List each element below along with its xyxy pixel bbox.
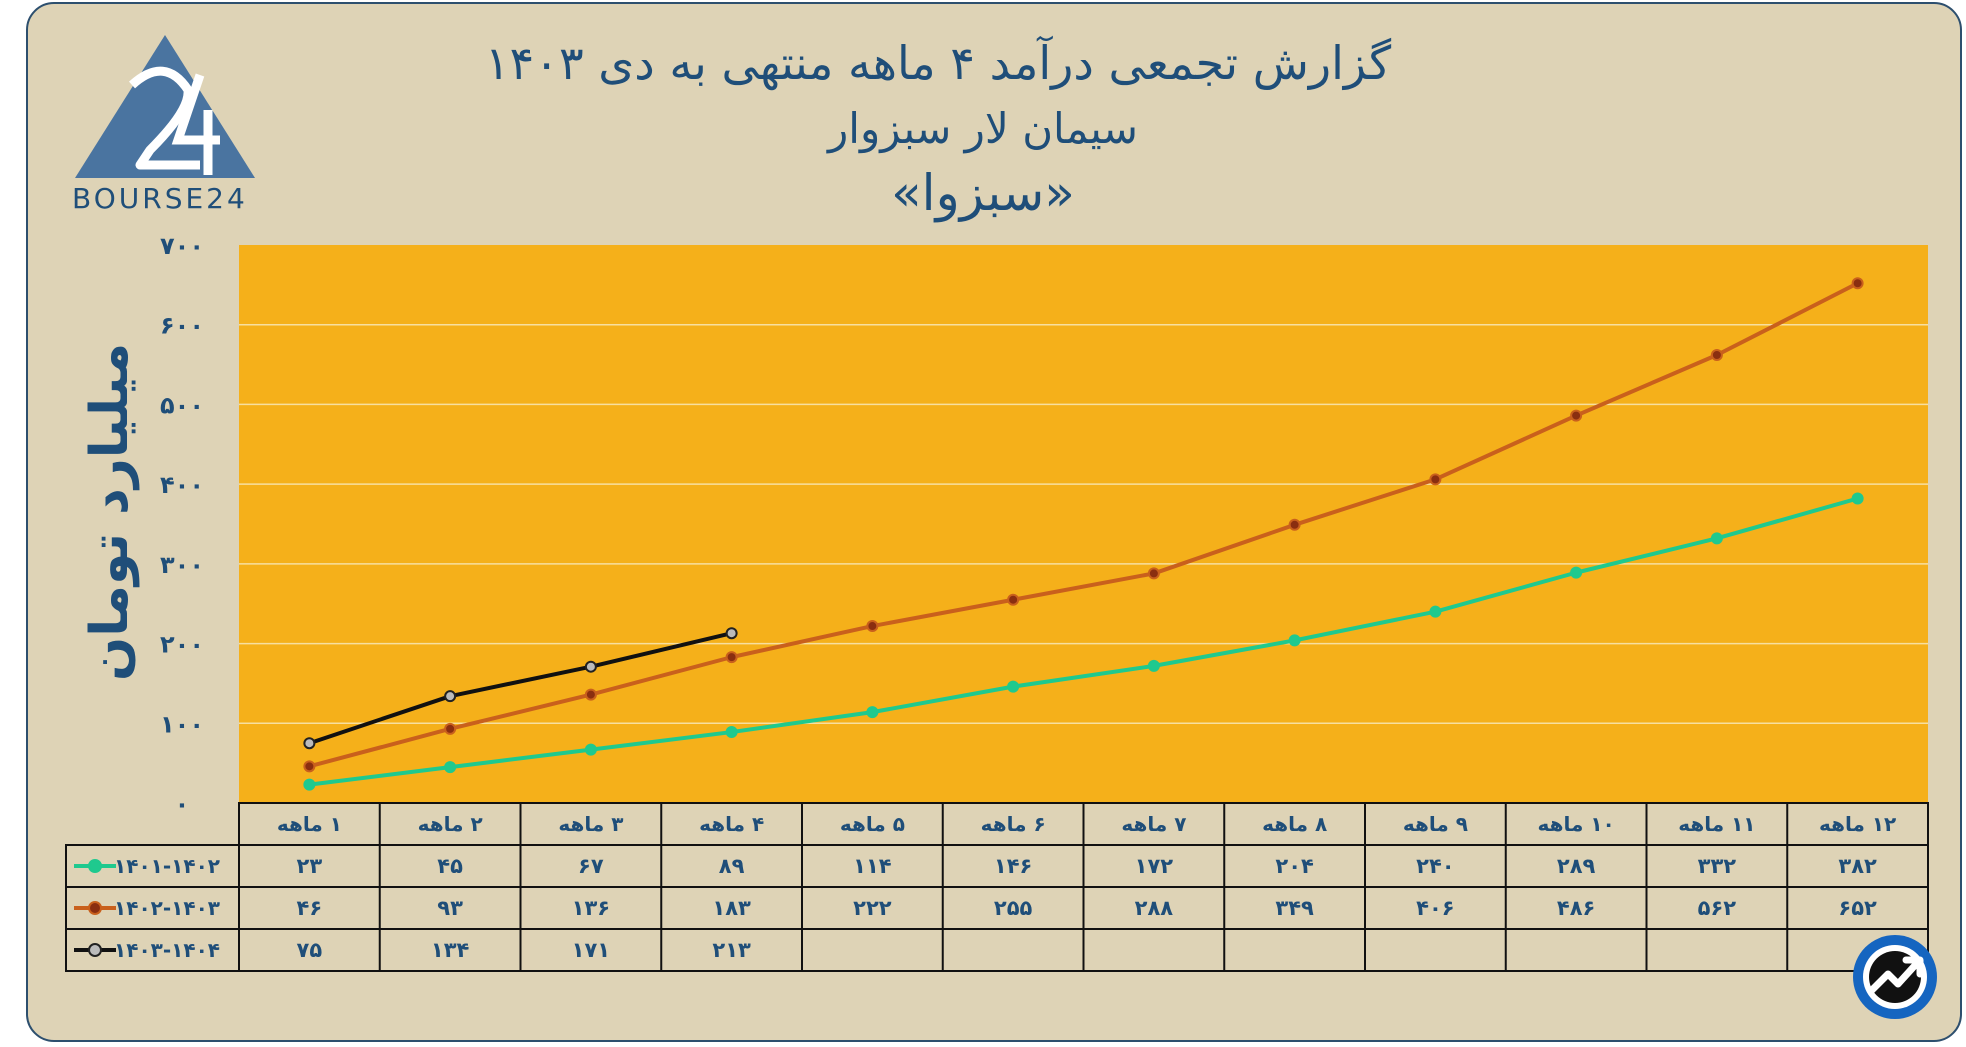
data-point — [1570, 566, 1583, 579]
table-body — [65, 844, 1929, 972]
data-point — [1007, 680, 1020, 693]
data-label: ۲۲۲ — [853, 896, 892, 920]
legend-marker — [88, 943, 102, 957]
data-label: ۲۳ — [297, 854, 323, 878]
data-label: ۱۷۱ — [572, 938, 610, 962]
y-tick-label: ۰ — [175, 790, 190, 818]
data-point — [1851, 492, 1864, 505]
data-label: ۸۹ — [719, 854, 745, 878]
legend-label: ۱۴۰۲-۱۴۰۳ — [114, 896, 220, 920]
x-tick-label: ۸ ماهه — [1262, 812, 1327, 836]
data-point — [866, 620, 879, 633]
data-label: ۱۳۴ — [431, 938, 470, 962]
data-label: ۱۸۳ — [712, 896, 751, 920]
x-tick-label: ۱۰ ماهه — [1537, 812, 1614, 836]
y-tick-label: ۴۰۰ — [160, 471, 204, 499]
data-point — [584, 660, 597, 673]
data-point — [866, 706, 879, 719]
legend-label: ۱۴۰۳-۱۴۰۴ — [114, 938, 220, 962]
data-label: ۴۸۶ — [1557, 896, 1595, 920]
data-label: ۴۵ — [437, 854, 463, 878]
x-tick-label: ۶ ماهه — [981, 812, 1046, 836]
data-point — [1288, 634, 1301, 647]
data-point — [1288, 518, 1301, 531]
data-label: ۱۳۶ — [572, 896, 610, 920]
data-point — [1570, 409, 1583, 422]
data-point — [725, 651, 738, 664]
data-point — [444, 761, 457, 774]
x-tick-label: ۳ ماهه — [558, 812, 623, 836]
x-tick-label: ۱۱ ماهه — [1678, 812, 1755, 836]
data-point — [1710, 532, 1723, 545]
data-point — [1710, 349, 1723, 362]
logo-text: BOURSE24 — [72, 182, 248, 215]
data-point — [1851, 277, 1864, 290]
data-point — [584, 688, 597, 701]
data-label: ۳۳۲ — [1698, 854, 1737, 878]
data-label: ۲۸۹ — [1557, 854, 1596, 878]
x-tick-label: ۲ ماهه — [418, 812, 483, 836]
data-label: ۱۱۴ — [853, 854, 892, 878]
data-point — [1147, 659, 1160, 672]
legend-marker — [88, 901, 102, 915]
data-label: ۳۸۲ — [1838, 854, 1877, 878]
data-label: ۴۶ — [297, 896, 323, 920]
y-tick-label: ۳۰۰ — [160, 551, 204, 579]
data-label: ۵۶۲ — [1698, 896, 1737, 920]
data-label: ۲۰۴ — [1275, 854, 1314, 878]
x-tick-label: ۷ ماهه — [1121, 812, 1186, 836]
x-tick-label: ۵ ماهه — [840, 812, 905, 836]
data-point — [1429, 473, 1442, 486]
x-tick-label: ۹ ماهه — [1403, 812, 1468, 836]
x-tick-label: ۱ ماهه — [277, 812, 342, 836]
data-point — [303, 737, 316, 750]
data-label: ۶۷ — [578, 854, 604, 878]
x-tick-label: ۴ ماهه — [699, 812, 764, 836]
data-label: ۲۱۳ — [712, 938, 751, 962]
data-point — [1007, 593, 1020, 606]
ticker-symbol: «سبزوا» — [891, 164, 1075, 222]
series-line — [308, 631, 733, 746]
x-tick-label: ۱۲ ماهه — [1819, 812, 1896, 836]
data-point — [303, 778, 316, 791]
y-tick-label: ۲۰۰ — [160, 631, 204, 659]
company-name: سیمان لار سبزوار — [828, 104, 1138, 153]
data-label: ۹۳ — [437, 896, 463, 920]
data-label: ۷۵ — [297, 938, 323, 962]
data-label: ۲۵۵ — [994, 896, 1033, 920]
legend-marker — [88, 859, 102, 873]
data-label: ۳۴۹ — [1275, 896, 1314, 920]
series-line — [308, 281, 1859, 769]
y-tick-label: ۱۰۰ — [160, 710, 204, 738]
data-point — [444, 722, 457, 735]
data-label: ۱۷۲ — [1135, 854, 1174, 878]
data-point — [725, 627, 738, 640]
series-line — [309, 496, 1859, 787]
data-label: ۲۴۰ — [1416, 854, 1454, 878]
data-point — [725, 726, 738, 739]
data-label: ۱۴۶ — [994, 854, 1032, 878]
bourse24-logo-icon — [75, 35, 255, 178]
data-point — [1147, 567, 1160, 580]
data-label: ۶۵۲ — [1838, 896, 1877, 920]
data-point — [1429, 605, 1442, 618]
data-label: ۲۸۸ — [1135, 896, 1174, 920]
legend-label: ۱۴۰۱-۱۴۰۲ — [114, 854, 220, 878]
chart-title: گزارش تجمعی درآمد ۴ ماهه منتهی به دی ۱۴۰… — [484, 36, 1392, 90]
y-tick-label: ۷۰۰ — [160, 232, 204, 260]
data-point — [303, 760, 316, 773]
data-label: ۴۰۶ — [1416, 896, 1454, 920]
y-tick-label: ۶۰۰ — [160, 312, 204, 340]
data-point — [584, 743, 597, 756]
data-point — [444, 690, 457, 703]
y-tick-label: ۵۰۰ — [160, 391, 204, 419]
trend-up-icon — [1853, 935, 1937, 1019]
